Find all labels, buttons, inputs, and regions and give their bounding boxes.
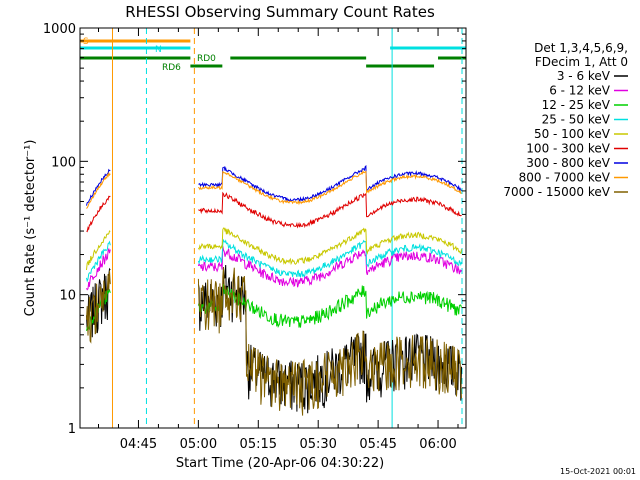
series-line bbox=[86, 267, 462, 416]
x-tick-label: 04:45 bbox=[120, 437, 157, 452]
legend-item-label: 300 - 800 keV bbox=[526, 156, 610, 170]
state-bar-label: N bbox=[155, 45, 162, 55]
legend-item-label: 6 - 12 keV bbox=[549, 84, 611, 98]
legend-header-line-2: FDecim 1, Att 0 bbox=[535, 55, 628, 69]
series-line bbox=[86, 191, 462, 233]
state-bar-label: S bbox=[83, 37, 89, 47]
series-line bbox=[86, 238, 462, 283]
legend-item-label: 25 - 50 keV bbox=[542, 113, 611, 127]
series-traces bbox=[86, 164, 462, 416]
y-axis-label: Count Rate (s⁻¹ detector⁻¹) bbox=[23, 140, 38, 317]
state-bar-label: RD0 bbox=[197, 54, 216, 64]
legend-item-label: 7000 - 15000 keV bbox=[503, 185, 610, 199]
footer-timestamp: 15-Oct-2021 00:01 bbox=[560, 467, 636, 476]
y-tick-label: 100 bbox=[51, 155, 76, 170]
legend-item-label: 800 - 7000 keV bbox=[519, 171, 611, 185]
series-line bbox=[86, 264, 462, 414]
series-line bbox=[86, 283, 462, 332]
x-tick-label: 06:00 bbox=[419, 437, 456, 452]
y-tick-label: 10 bbox=[59, 289, 76, 304]
legend-item-label: 50 - 100 keV bbox=[534, 127, 611, 141]
legend-item-label: 3 - 6 keV bbox=[557, 69, 611, 83]
series-line bbox=[86, 164, 462, 206]
x-tick-label: 05:45 bbox=[359, 437, 396, 452]
chart-title: RHESSI Observing Summary Count Rates bbox=[125, 3, 435, 21]
y-axis: 1 10 100 1000 bbox=[43, 22, 466, 437]
x-axis-label: Start Time (20-Apr-06 04:30:22) bbox=[176, 456, 384, 471]
series-line bbox=[86, 227, 462, 271]
plot-frame bbox=[79, 27, 467, 429]
x-tick-label: 05:30 bbox=[299, 437, 336, 452]
y-tick-label: 1000 bbox=[43, 22, 76, 37]
x-axis: 04:45 05:00 05:15 05:30 05:45 06:00 bbox=[98, 28, 459, 452]
legend: Det 1,3,4,5,6,9, FDecim 1, Att 0 3 - 6 k… bbox=[503, 41, 628, 199]
series-line bbox=[86, 169, 462, 209]
series-line bbox=[86, 246, 462, 291]
state-bar-label: RD6 bbox=[162, 63, 181, 73]
x-tick-label: 05:15 bbox=[240, 437, 277, 452]
x-tick-label: 05:00 bbox=[180, 437, 217, 452]
y-tick-label: 1 bbox=[68, 422, 76, 437]
legend-item-label: 100 - 300 keV bbox=[526, 142, 610, 156]
legend-header-line-1: Det 1,3,4,5,6,9, bbox=[534, 41, 628, 55]
legend-item-label: 12 - 25 keV bbox=[542, 98, 611, 112]
